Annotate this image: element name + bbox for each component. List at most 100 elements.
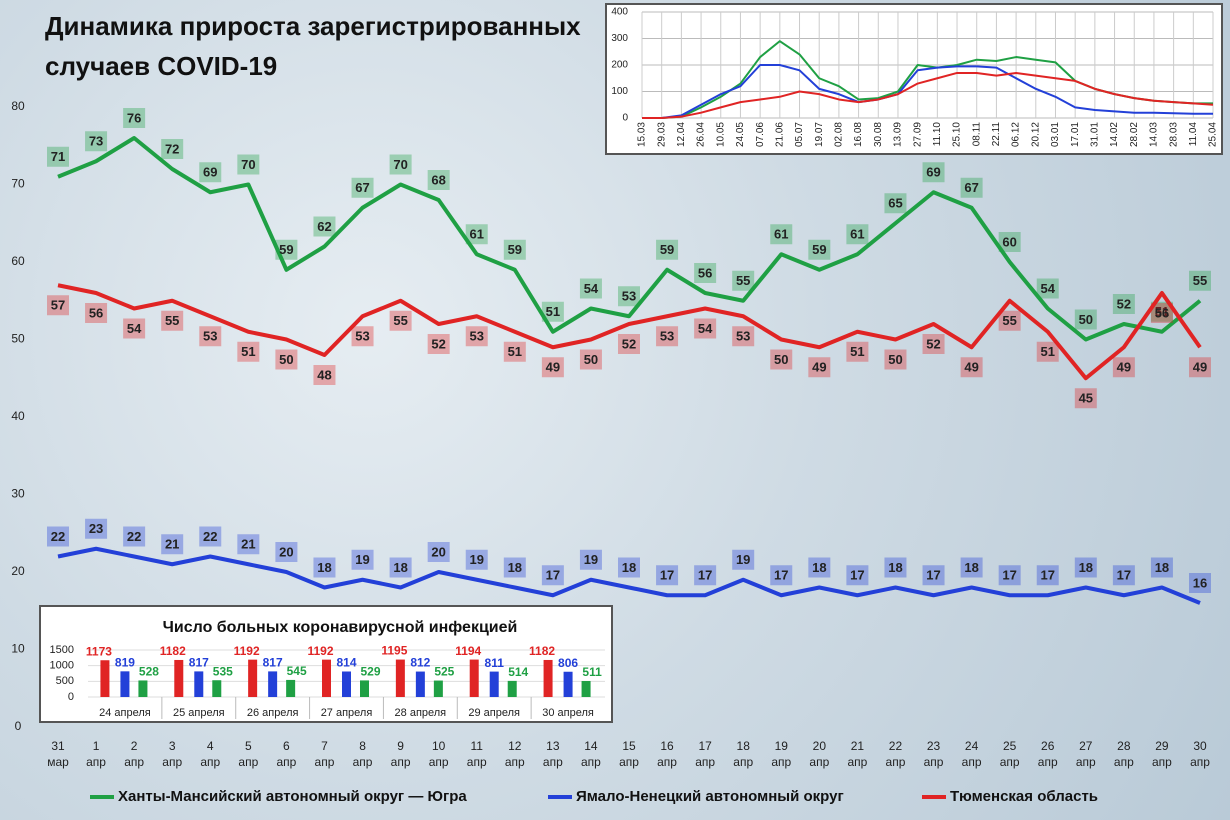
x-tick-label: 21 апр	[847, 739, 867, 769]
value-label-box	[694, 318, 717, 339]
value-label: 59	[508, 242, 522, 257]
x-tick-label: 06.12	[1011, 122, 1022, 147]
value-label: 56	[1155, 305, 1169, 320]
bar	[342, 671, 351, 697]
value-label: 51	[508, 344, 522, 359]
value-label-box	[808, 557, 831, 578]
value-label: 49	[812, 360, 826, 375]
y-tick-label: 0	[68, 691, 74, 703]
value-label: 21	[241, 537, 255, 552]
value-label-box	[313, 365, 336, 385]
series-line	[57, 546, 1201, 605]
y-tick-label: 80	[11, 99, 25, 113]
x-tick-label: 24 апреля	[99, 707, 151, 719]
y-tick-label: 70	[11, 177, 25, 191]
value-label-box	[85, 303, 108, 323]
value-label-box	[199, 526, 222, 547]
value-label: 17	[1002, 568, 1016, 583]
y-tick-label: 100	[611, 86, 628, 97]
y-tick-label: 200	[611, 60, 628, 71]
value-label: 17	[774, 568, 788, 583]
value-label: 54	[584, 281, 599, 296]
value-label-box	[389, 310, 412, 331]
value-label-box	[846, 341, 869, 362]
x-tick-label: 17 апр	[695, 739, 715, 769]
value-label: 54	[127, 321, 142, 336]
x-tick-label: 8 апр	[353, 739, 373, 769]
x-tick-label: 23 апр	[924, 739, 944, 769]
value-label-box	[618, 557, 640, 578]
value-label: 18	[812, 560, 826, 575]
value-label: 68	[431, 172, 445, 187]
value-label-box	[161, 139, 184, 159]
value-label: 17	[926, 568, 940, 583]
value-label-box	[694, 263, 717, 283]
value-label-box	[427, 334, 450, 354]
series-line	[642, 71, 1214, 119]
value-label-box	[1189, 357, 1211, 378]
x-tick-label: 13 апр	[543, 739, 563, 769]
value-label: 18	[508, 560, 522, 575]
value-label: 49	[1193, 360, 1207, 375]
value-label-box	[541, 357, 564, 378]
value-label-box	[656, 326, 679, 347]
value-label-box	[1112, 565, 1135, 586]
value-label: 18	[622, 560, 636, 575]
x-tick-label: 3 апр	[162, 739, 182, 769]
value-label-box	[47, 146, 69, 167]
x-tick-label: 05.07	[794, 122, 805, 147]
value-label: 17	[660, 568, 674, 583]
value-label-box	[351, 326, 374, 347]
value-label-box	[884, 349, 907, 370]
value-label-box	[465, 326, 488, 347]
value-label: 70	[241, 157, 255, 172]
value-label: 55	[736, 273, 750, 288]
x-tick-label: 15 апр	[619, 739, 639, 769]
value-label: 18	[1079, 560, 1093, 575]
value-label: 1173	[86, 644, 112, 658]
value-label: 61	[469, 227, 483, 242]
y-tick-label: 0	[622, 113, 628, 124]
value-label: 56	[698, 265, 712, 280]
value-label: 811	[485, 656, 505, 670]
value-label-box	[1189, 270, 1211, 291]
y-tick-label: 0	[15, 719, 22, 733]
x-tick-label: 03.01	[1050, 122, 1061, 147]
value-label-box	[998, 232, 1021, 252]
value-label-box	[770, 224, 793, 245]
y-tick-label: 300	[611, 33, 628, 44]
value-label: 535	[213, 664, 233, 678]
x-tick-label: 27 апреля	[321, 707, 373, 719]
value-label: 50	[1079, 312, 1093, 327]
value-label-box	[579, 278, 602, 299]
value-label: 49	[1117, 360, 1131, 375]
x-tick-label: 13.09	[893, 122, 904, 147]
value-label: 17	[850, 568, 864, 583]
x-tick-label: 31.01	[1090, 122, 1101, 147]
value-label: 59	[812, 242, 826, 257]
x-tick-label: 14.02	[1109, 122, 1120, 147]
value-label-box	[579, 349, 602, 370]
x-tick-label: 02.08	[834, 122, 845, 147]
value-label: 59	[660, 242, 674, 257]
legend-label: Тюменская область	[950, 788, 1098, 805]
value-label-box	[123, 318, 146, 339]
value-label: 17	[1040, 568, 1054, 583]
value-label: 22	[203, 529, 217, 544]
value-label: 54	[698, 321, 713, 336]
value-label: 67	[964, 180, 978, 195]
value-label: 814	[336, 656, 356, 670]
value-label: 52	[622, 336, 636, 351]
bar	[489, 671, 499, 697]
value-label-box	[1074, 388, 1097, 409]
value-label: 73	[89, 134, 103, 149]
value-label-box	[199, 326, 222, 347]
value-label: 60	[1002, 234, 1016, 249]
value-label-box	[237, 534, 260, 555]
value-label: 53	[622, 289, 636, 304]
value-label: 50	[888, 352, 902, 367]
value-label: 65	[888, 196, 902, 211]
value-label-box	[998, 565, 1021, 586]
bar	[138, 680, 148, 697]
